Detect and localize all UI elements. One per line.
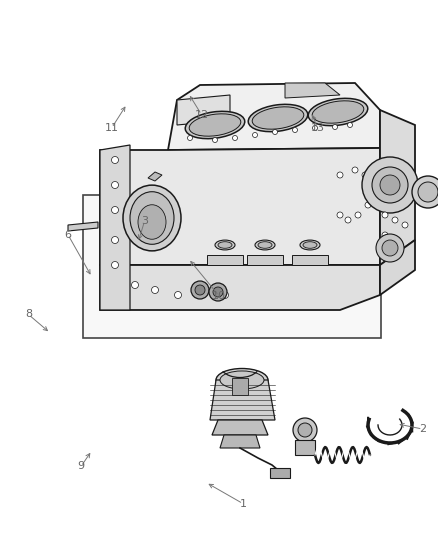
FancyBboxPatch shape	[83, 195, 381, 338]
Circle shape	[376, 234, 404, 262]
Text: 9: 9	[78, 462, 85, 471]
Circle shape	[209, 283, 227, 301]
Text: 1: 1	[240, 499, 247, 508]
Ellipse shape	[123, 185, 181, 251]
Polygon shape	[100, 265, 380, 310]
Circle shape	[112, 206, 119, 214]
Circle shape	[112, 157, 119, 164]
Circle shape	[187, 135, 192, 141]
Circle shape	[418, 182, 438, 202]
Text: 6: 6	[64, 230, 71, 239]
Polygon shape	[270, 468, 290, 478]
Circle shape	[345, 217, 351, 223]
Circle shape	[382, 212, 388, 218]
Polygon shape	[380, 110, 415, 265]
Circle shape	[213, 287, 223, 297]
Circle shape	[198, 131, 202, 135]
Circle shape	[355, 212, 361, 218]
Ellipse shape	[312, 101, 364, 123]
Circle shape	[365, 202, 371, 208]
Polygon shape	[212, 420, 268, 435]
Ellipse shape	[218, 241, 232, 248]
Polygon shape	[210, 380, 275, 420]
Ellipse shape	[220, 371, 264, 389]
Polygon shape	[380, 240, 415, 295]
Circle shape	[362, 157, 418, 213]
Polygon shape	[100, 148, 380, 265]
Circle shape	[412, 176, 438, 208]
Circle shape	[337, 172, 343, 178]
Polygon shape	[295, 440, 315, 455]
Ellipse shape	[308, 98, 368, 126]
Circle shape	[380, 175, 400, 195]
Circle shape	[367, 187, 373, 193]
Text: 2: 2	[419, 424, 426, 434]
Circle shape	[112, 182, 119, 189]
Polygon shape	[285, 83, 340, 98]
Text: 8: 8	[25, 310, 32, 319]
Circle shape	[372, 167, 408, 203]
Circle shape	[312, 125, 318, 131]
Ellipse shape	[189, 114, 241, 136]
Text: 11: 11	[105, 123, 119, 133]
Ellipse shape	[215, 240, 235, 250]
Circle shape	[392, 237, 398, 243]
Ellipse shape	[216, 368, 268, 392]
Polygon shape	[168, 83, 380, 150]
Polygon shape	[292, 255, 328, 265]
Polygon shape	[177, 95, 230, 125]
Polygon shape	[207, 255, 243, 265]
Circle shape	[382, 240, 398, 256]
Circle shape	[332, 125, 338, 130]
Circle shape	[352, 167, 358, 173]
Polygon shape	[232, 378, 248, 395]
Circle shape	[392, 217, 398, 223]
Ellipse shape	[300, 240, 320, 250]
Ellipse shape	[248, 104, 308, 132]
Circle shape	[112, 262, 119, 269]
Circle shape	[212, 138, 218, 142]
Ellipse shape	[138, 205, 166, 239]
Circle shape	[382, 232, 388, 238]
Polygon shape	[100, 145, 130, 310]
Circle shape	[252, 133, 258, 138]
Circle shape	[191, 281, 209, 299]
Circle shape	[131, 281, 138, 288]
Text: 13: 13	[311, 123, 325, 133]
Circle shape	[112, 237, 119, 244]
Circle shape	[337, 212, 343, 218]
Circle shape	[222, 292, 229, 298]
Text: 3: 3	[141, 216, 148, 226]
Ellipse shape	[252, 107, 304, 129]
Circle shape	[197, 292, 204, 298]
Polygon shape	[148, 172, 162, 181]
Circle shape	[152, 287, 159, 294]
Circle shape	[362, 172, 368, 178]
Ellipse shape	[303, 241, 317, 248]
Polygon shape	[220, 435, 260, 448]
Circle shape	[195, 285, 205, 295]
Text: 10: 10	[212, 291, 226, 301]
Circle shape	[272, 130, 278, 134]
Ellipse shape	[255, 240, 275, 250]
Circle shape	[174, 292, 181, 298]
Polygon shape	[68, 222, 98, 231]
Polygon shape	[247, 255, 283, 265]
Circle shape	[347, 123, 353, 127]
Circle shape	[233, 135, 237, 141]
Circle shape	[293, 418, 317, 442]
Text: 12: 12	[194, 110, 208, 119]
Ellipse shape	[258, 241, 272, 248]
Circle shape	[298, 423, 312, 437]
Circle shape	[402, 222, 408, 228]
Ellipse shape	[185, 111, 245, 139]
Circle shape	[293, 127, 297, 133]
Ellipse shape	[130, 192, 174, 244]
